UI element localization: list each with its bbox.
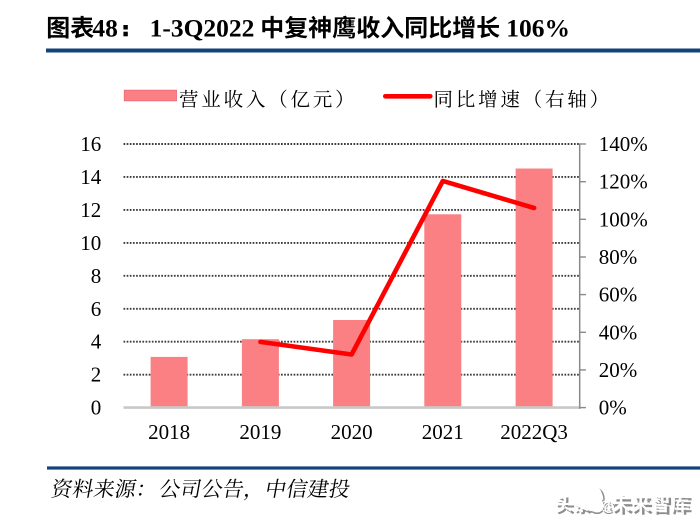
svg-text:100%: 100% — [599, 207, 648, 231]
svg-text:14: 14 — [80, 165, 102, 189]
svg-text:48: 48 — [92, 13, 118, 42]
svg-text:40%: 40% — [599, 320, 638, 344]
svg-text:12: 12 — [80, 198, 101, 222]
svg-text:8: 8 — [91, 264, 102, 288]
svg-text:6: 6 — [91, 297, 102, 321]
svg-text:20%: 20% — [599, 358, 638, 382]
svg-text:60%: 60% — [599, 283, 638, 307]
svg-text:0: 0 — [91, 396, 102, 420]
svg-text:0%: 0% — [599, 396, 627, 420]
svg-text:80%: 80% — [599, 245, 638, 269]
svg-text:4: 4 — [91, 330, 102, 354]
svg-text:120%: 120% — [599, 170, 648, 194]
svg-text:2022Q3: 2022Q3 — [500, 420, 568, 444]
svg-text:106%: 106% — [506, 13, 570, 42]
svg-text:2: 2 — [91, 363, 102, 387]
svg-text:2018: 2018 — [148, 420, 190, 444]
svg-text:140%: 140% — [599, 132, 648, 156]
svg-text:16: 16 — [80, 132, 101, 156]
svg-text:10: 10 — [80, 231, 101, 255]
svg-text:2019: 2019 — [239, 420, 281, 444]
svg-text:2021: 2021 — [422, 420, 464, 444]
svg-text:1-3Q2022: 1-3Q2022 — [150, 13, 255, 42]
svg-text:2020: 2020 — [331, 420, 373, 444]
